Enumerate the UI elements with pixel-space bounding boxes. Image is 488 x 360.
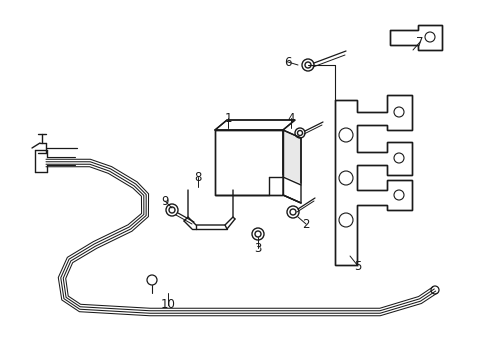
Text: 9: 9 (161, 194, 168, 207)
Text: 3: 3 (254, 242, 261, 255)
Polygon shape (215, 130, 283, 195)
Polygon shape (283, 130, 301, 203)
Text: 5: 5 (354, 260, 361, 273)
Text: 8: 8 (194, 171, 201, 184)
Text: 7: 7 (415, 36, 423, 49)
Polygon shape (215, 120, 294, 130)
Text: 6: 6 (284, 55, 291, 68)
Text: 10: 10 (160, 298, 175, 311)
Polygon shape (334, 95, 411, 265)
Text: 1: 1 (224, 112, 231, 125)
Polygon shape (283, 177, 301, 203)
Polygon shape (389, 25, 441, 50)
Text: 2: 2 (302, 217, 309, 230)
Text: 4: 4 (286, 112, 294, 125)
